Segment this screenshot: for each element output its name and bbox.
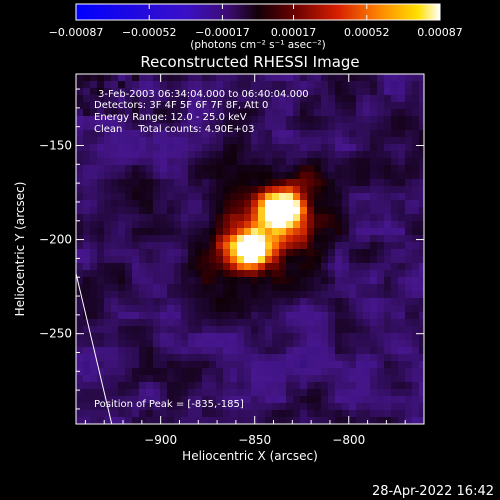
colorbar: −0.00087 −0.00052 −0.00017 0.00017 0.00052 0.… bbox=[49, 3, 463, 51]
chart-title: Reconstructed RHESSI Image bbox=[140, 53, 359, 71]
colorbar-tick-label: 0.00087 bbox=[417, 26, 463, 39]
colorbar-tick-label: 0.00017 bbox=[271, 26, 317, 39]
colorbar-tick-label: −0.00052 bbox=[122, 26, 177, 39]
footer-timestamp: 28-Apr-2022 16:42 bbox=[372, 484, 494, 499]
annotation-detectors: Detectors: 3F 4F 5F 6F 7F 8F, Att 0 bbox=[94, 100, 268, 111]
x-tick-label: −900 bbox=[144, 433, 177, 447]
solar-limb-line bbox=[76, 273, 113, 424]
plot-frame bbox=[75, 73, 425, 425]
colorbar-tick-label: 0.00052 bbox=[344, 26, 390, 39]
y-tick-label: −250 bbox=[39, 327, 72, 341]
colorbar-unit-label: (photons cm⁻² s⁻¹ asec⁻²) bbox=[190, 39, 325, 51]
axis-ticks: −900 −850 −800 −150 −200 −250 bbox=[39, 74, 425, 447]
colorbar-tick-label: −0.00087 bbox=[49, 26, 104, 39]
y-tick-label: −150 bbox=[39, 139, 72, 153]
y-axis-label: Heliocentric Y (arcsec) bbox=[13, 182, 27, 317]
y-tick-label: −200 bbox=[39, 233, 72, 247]
annotation-block: 3-Feb-2003 06:34:04.000 to 06:40:04.000 … bbox=[94, 89, 309, 410]
colorbar-ticks: −0.00087 −0.00052 −0.00017 0.00017 0.00052 0.… bbox=[49, 4, 463, 39]
x-tick-label: −850 bbox=[238, 433, 271, 447]
annotation-energy-range: Energy Range: 12.0 - 25.0 keV bbox=[94, 112, 247, 123]
x-tick-label: −800 bbox=[332, 433, 365, 447]
annotation-peak-position: Position of Peak = [-835,-185] bbox=[94, 399, 244, 410]
colorbar-gradient bbox=[75, 3, 441, 21]
colorbar-tick-label: −0.00017 bbox=[195, 26, 250, 39]
annotation-clean-counts: Clean Total counts: 4.90E+03 bbox=[94, 124, 254, 135]
annotation-time-range: 3-Feb-2003 06:34:04.000 to 06:40:04.000 bbox=[98, 89, 309, 100]
x-axis-label: Heliocentric X (arcsec) bbox=[182, 449, 318, 463]
heatmap-area bbox=[76, 74, 424, 424]
